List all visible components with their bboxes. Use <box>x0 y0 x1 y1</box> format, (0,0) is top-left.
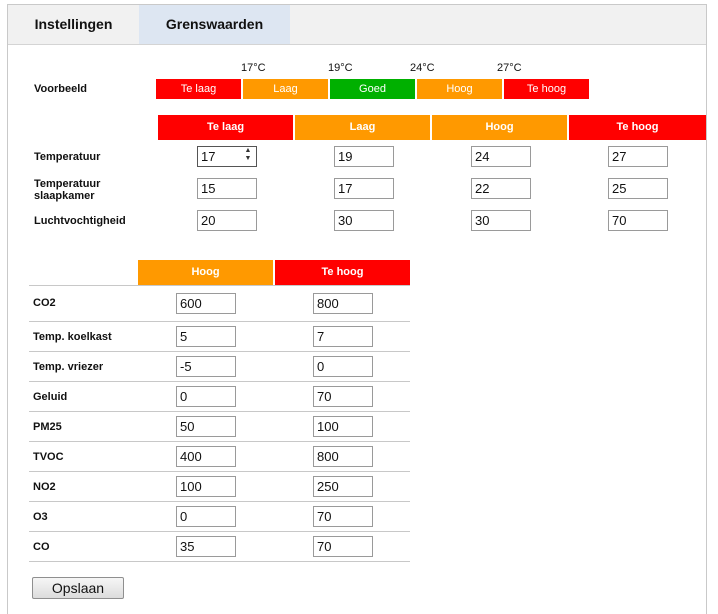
row-label-no2: NO2 <box>33 481 56 493</box>
tab-instellingen[interactable]: Instellingen <box>34 16 113 32</box>
tab-bar: Instellingen Grenswaarden <box>8 5 706 45</box>
column-header-hoog: Hoog <box>138 260 273 285</box>
co-hoog-input[interactable] <box>176 536 236 557</box>
swatch-laag: Laag <box>243 79 328 99</box>
temperatuur-laag-input[interactable] <box>334 146 394 167</box>
row-label-temp-vriezer: Temp. vriezer <box>33 361 104 373</box>
row-label-luchtvochtigheid: Luchtvochtigheid <box>34 215 126 227</box>
o3-te-hoog-input[interactable] <box>313 506 373 527</box>
o3-hoog-input[interactable] <box>176 506 236 527</box>
vriezer-hoog-input[interactable] <box>176 356 236 377</box>
co2-te-hoog-input[interactable] <box>313 293 373 314</box>
row-divider <box>29 471 410 472</box>
row-label-temperatuur-slaapkamer: Temperatuur slaapkamer <box>34 178 100 202</box>
row-label-pm25: PM25 <box>33 421 62 433</box>
pm25-te-hoog-input[interactable] <box>313 416 373 437</box>
row-label-temperatuur: Temperatuur <box>34 151 101 163</box>
row-label-line: slaapkamer <box>34 190 95 202</box>
slaapkamer-te-hoog-input[interactable] <box>608 178 668 199</box>
luchtvochtigheid-hoog-input[interactable] <box>471 210 531 231</box>
co2-hoog-input[interactable] <box>176 293 236 314</box>
row-divider <box>29 285 410 286</box>
degree-label: 24°C <box>410 62 435 74</box>
tvoc-hoog-input[interactable] <box>176 446 236 467</box>
column-header-hoog: Hoog <box>432 115 567 140</box>
row-label-line: Temperatuur <box>34 178 101 190</box>
koelkast-te-hoog-input[interactable] <box>313 326 373 347</box>
swatch-te-hoog: Te hoog <box>504 79 589 99</box>
luchtvochtigheid-te-laag-input[interactable] <box>197 210 257 231</box>
temperatuur-te-laag-input[interactable] <box>197 146 257 167</box>
column-header-te-hoog: Te hoog <box>275 260 410 285</box>
row-label-co: CO <box>33 541 50 553</box>
koelkast-hoog-input[interactable] <box>176 326 236 347</box>
geluid-hoog-input[interactable] <box>176 386 236 407</box>
row-divider <box>29 321 410 322</box>
row-label-geluid: Geluid <box>33 391 68 403</box>
no2-te-hoog-input[interactable] <box>313 476 373 497</box>
vriezer-te-hoog-input[interactable] <box>313 356 373 377</box>
tab-grenswaarden[interactable]: Grenswaarden <box>139 5 290 44</box>
save-button[interactable]: Opslaan <box>32 577 124 599</box>
degree-label: 17°C <box>241 62 266 74</box>
row-label-o3: O3 <box>33 511 48 523</box>
row-divider <box>29 441 410 442</box>
row-divider <box>29 561 410 562</box>
row-divider <box>29 531 410 532</box>
temperatuur-te-hoog-input[interactable] <box>608 146 668 167</box>
degree-label: 27°C <box>497 62 522 74</box>
geluid-te-hoog-input[interactable] <box>313 386 373 407</box>
row-divider <box>29 411 410 412</box>
luchtvochtigheid-laag-input[interactable] <box>334 210 394 231</box>
swatch-te-laag: Te laag <box>156 79 241 99</box>
temperatuur-hoog-input[interactable] <box>471 146 531 167</box>
swatch-hoog: Hoog <box>417 79 502 99</box>
column-header-te-laag: Te laag <box>158 115 293 140</box>
row-label-temp-koelkast: Temp. koelkast <box>33 331 112 343</box>
swatch-goed: Goed <box>330 79 415 99</box>
row-label-co2: CO2 <box>33 297 56 309</box>
row-label-tvoc: TVOC <box>33 451 64 463</box>
slaapkamer-te-laag-input[interactable] <box>197 178 257 199</box>
row-divider <box>29 351 410 352</box>
row-divider <box>29 501 410 502</box>
luchtvochtigheid-te-hoog-input[interactable] <box>608 210 668 231</box>
column-header-te-hoog: Te hoog <box>569 115 706 140</box>
degree-label: 19°C <box>328 62 353 74</box>
slaapkamer-hoog-input[interactable] <box>471 178 531 199</box>
no2-hoog-input[interactable] <box>176 476 236 497</box>
pm25-hoog-input[interactable] <box>176 416 236 437</box>
co-te-hoog-input[interactable] <box>313 536 373 557</box>
settings-panel: Instellingen Grenswaarden Voorbeeld 17°C… <box>7 4 707 614</box>
row-divider <box>29 381 410 382</box>
column-header-laag: Laag <box>295 115 430 140</box>
voorbeeld-label: Voorbeeld <box>34 83 87 95</box>
spinner-arrows-icon[interactable]: ▲ ▼ <box>244 147 252 162</box>
slaapkamer-laag-input[interactable] <box>334 178 394 199</box>
tvoc-te-hoog-input[interactable] <box>313 446 373 467</box>
